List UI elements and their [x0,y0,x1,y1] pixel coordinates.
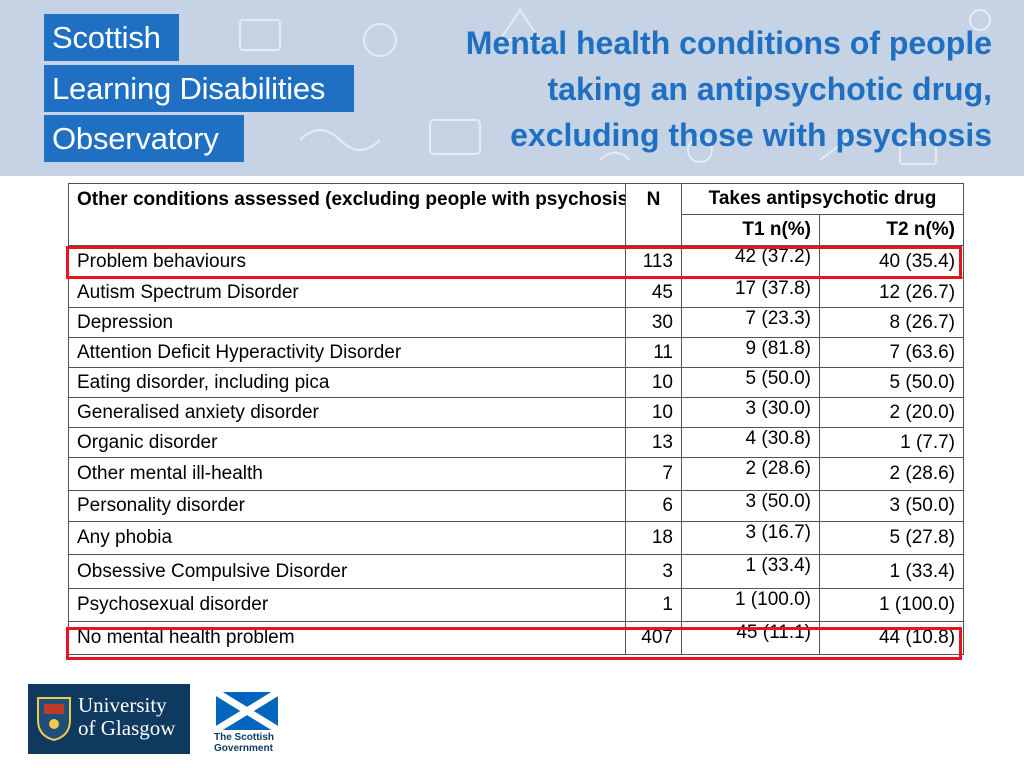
cell-n: 1 [625,588,682,622]
header-t2: T2 n(%) [818,214,965,246]
conditions-table: Other conditions assessed (excluding peo… [68,183,965,655]
cell-n: 10 [625,397,682,428]
cell-n: 18 [625,521,682,555]
cell-condition: Psychosexual disorder [68,588,626,622]
cell-t2: 40 (35.4) [818,245,965,278]
uog-line-1: University [78,693,167,717]
cell-n: 10 [625,367,682,398]
cell-n: 13 [625,427,682,458]
cell-t1: 4 (30.8) [681,427,820,458]
table-body: Problem behaviours 113 42 (37.2) 40 (35.4) A… [68,245,965,655]
cell-t2: 12 (26.7) [818,277,965,308]
table-row: Personality disorder 6 3 (50.0) 3 (50.0) [68,490,965,522]
cell-t1: 9 (81.8) [681,337,820,368]
cell-t2: 3 (50.0) [818,490,965,522]
logo-line-scottish: Scottish [44,14,179,61]
cell-condition: Organic disorder [68,427,626,458]
cell-condition: Attention Deficit Hyperactivity Disorder [68,337,626,368]
cell-t1: 5 (50.0) [681,367,820,398]
cell-t1: 3 (50.0) [681,490,820,522]
university-of-glasgow-logo: University of Glasgow [28,684,190,754]
cell-n: 6 [625,490,682,522]
cell-t2: 5 (27.8) [818,521,965,555]
cell-t1: 45 (11.1) [681,621,820,655]
cell-t1: 1 (33.4) [681,554,820,589]
header-t1: T1 n(%) [681,214,820,246]
cell-t2: 1 (7.7) [818,427,965,458]
table-row: No mental health problem 407 45 (11.1) 44 (… [68,621,965,655]
slide-title: Mental health conditions of people takin… [392,20,992,158]
gov-line-1: The Scottish [214,732,275,743]
cell-t2: 1 (100.0) [818,588,965,622]
cell-t2: 2 (20.0) [818,397,965,428]
cell-t1: 1 (100.0) [681,588,820,622]
cell-condition: Any phobia [68,521,626,555]
cell-n: 7 [625,457,682,491]
cell-condition: Generalised anxiety disorder [68,397,626,428]
table-row: Attention Deficit Hyperactivity Disorder… [68,337,965,368]
cell-t2: 5 (50.0) [818,367,965,398]
table-row: Depression 30 7 (23.3) 8 (26.7) [68,307,965,338]
cell-n: 30 [625,307,682,338]
cell-t1: 17 (37.8) [681,277,820,308]
scottish-government-logo: The Scottish Government [212,692,282,758]
cell-condition: Obsessive Compulsive Disorder [68,554,626,589]
slide-title-line-3: excluding those with psychosis [510,117,992,153]
cell-t2: 44 (10.8) [818,621,965,655]
header-banner: Scottish Learning Disabilities Observato… [0,0,1024,176]
table-row: Eating disorder, including pica 10 5 (50.0… [68,367,965,398]
uog-wordmark: University of Glasgow [78,694,175,740]
table-row: Organic disorder 13 4 (30.8) 1 (7.7) [68,427,965,458]
table-row: Obsessive Compulsive Disorder 3 1 (33.4) 1 … [68,554,965,589]
cell-condition: Other mental ill-health [68,457,626,491]
cell-n: 11 [625,337,682,368]
header-condition: Other conditions assessed (excluding peo… [68,183,626,246]
table-row: Autism Spectrum Disorder 45 17 (37.8) 12 (2… [68,277,965,308]
slide-title-line-1: Mental health conditions of people [465,25,992,61]
cell-condition: Problem behaviours [68,245,626,278]
cell-n: 113 [625,245,682,278]
table-row: Other mental ill-health 7 2 (28.6) 2 (28.6) [68,457,965,491]
header-n: N [625,183,682,246]
scottish-government-wordmark: The Scottish Government [214,732,274,754]
slide-title-line-2: taking an antipsychotic drug, [547,71,993,107]
cell-t1: 3 (30.0) [681,397,820,428]
cell-condition: Depression [68,307,626,338]
cell-t1: 2 (28.6) [681,457,820,491]
cell-t1: 42 (37.2) [681,245,820,278]
logo-line-observatory: Observatory [44,115,244,162]
cell-condition: No mental health problem [68,621,626,655]
cell-t1: 7 (23.3) [681,307,820,338]
table-row: Any phobia 18 3 (16.7) 5 (27.8) [68,521,965,555]
cell-n: 45 [625,277,682,308]
cell-condition: Autism Spectrum Disorder [68,277,626,308]
cell-t2: 8 (26.7) [818,307,965,338]
cell-condition: Eating disorder, including pica [68,367,626,398]
header-takes-antipsychotic: Takes antipsychotic drug [680,183,965,215]
saltire-flag-icon [216,692,278,730]
cell-t2: 1 (33.4) [818,554,965,589]
logo-line-learning-disabilities: Learning Disabilities [44,65,354,112]
gov-line-2: Government [214,743,273,754]
cell-n: 407 [625,621,682,655]
table-row: Generalised anxiety disorder 10 3 (30.0) 2 … [68,397,965,428]
cell-t2: 2 (28.6) [818,457,965,491]
cell-t2: 7 (63.6) [818,337,965,368]
cell-condition: Personality disorder [68,490,626,522]
cell-t1: 3 (16.7) [681,521,820,555]
table-row: Problem behaviours 113 42 (37.2) 40 (35.4) [68,245,965,278]
cell-n: 3 [625,554,682,589]
glasgow-crest-icon [37,697,71,742]
table-row: Psychosexual disorder 1 1 (100.0) 1 (100.0) [68,588,965,622]
uog-line-2: of Glasgow [78,716,176,740]
